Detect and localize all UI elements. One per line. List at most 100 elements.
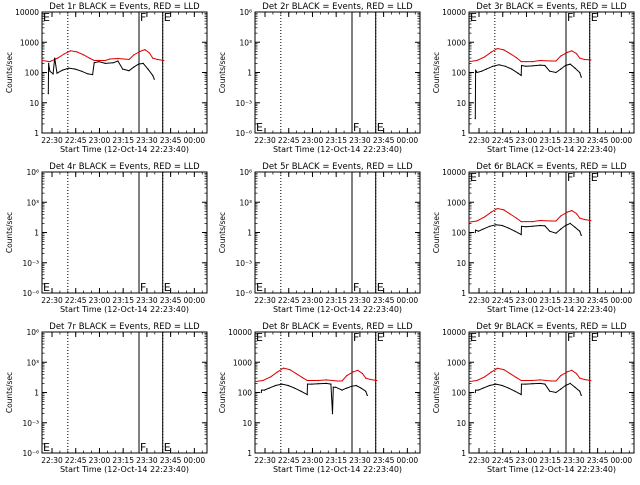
events-point <box>355 384 357 387</box>
detector-panel-9: Det 9r BLACK = Events, RED = LLD10000100… <box>432 322 635 474</box>
y-tick-label: 10⁻³ <box>235 99 252 108</box>
y-tick-label: 1 <box>34 389 39 398</box>
y-tick-label: 10⁻⁶ <box>235 129 252 138</box>
lld-point <box>144 49 146 51</box>
y-tick-label: 1000 <box>233 358 252 367</box>
x-tick-label: 23:15 <box>112 296 134 305</box>
lld-point <box>515 377 518 379</box>
y-tick-label: 10³ <box>26 358 39 367</box>
lld-point <box>346 375 348 377</box>
events-point <box>517 72 519 74</box>
lld-point <box>88 57 90 59</box>
events-point <box>475 389 477 391</box>
panel-title: Det 1r BLACK = Events, RED = LLD <box>49 2 200 12</box>
y-tick-label: 10 <box>456 419 466 428</box>
x-tick-label: 22:45 <box>65 296 87 305</box>
events-point <box>74 68 76 70</box>
events-point <box>482 387 484 389</box>
panel-title: Det 4r BLACK = Events, RED = LLD <box>49 162 200 172</box>
events-point <box>306 394 308 396</box>
events-point <box>54 57 56 59</box>
y-axis-label: Counts/sec <box>218 52 227 93</box>
events-point <box>311 383 313 385</box>
events-point <box>87 73 89 75</box>
events-point <box>98 61 100 63</box>
events-point <box>520 225 523 227</box>
lld-point <box>270 376 272 378</box>
events-point <box>477 389 480 391</box>
x-tick-label: 23:45 <box>587 136 609 145</box>
x-axis-label: Start Time (12-Oct-14 22:23:40) <box>273 465 402 474</box>
lld-point <box>560 375 562 377</box>
y-tick-label: 10000 <box>442 8 466 17</box>
event-marker-letter: E <box>164 281 171 294</box>
lld-point <box>295 373 297 375</box>
lld-point <box>49 61 51 63</box>
x-tick-label: 23:45 <box>373 136 395 145</box>
x-tick-label: 23:45 <box>160 456 182 465</box>
events-point <box>580 76 582 78</box>
x-tick-label: 23:15 <box>539 136 561 145</box>
events-point <box>365 390 367 392</box>
events-point <box>555 71 557 74</box>
events-point <box>569 382 571 384</box>
events-point <box>531 383 533 385</box>
events-point <box>525 226 527 228</box>
events-point <box>549 390 551 392</box>
plot-frame <box>254 11 421 134</box>
lld-point <box>579 217 581 219</box>
lld-point <box>579 377 581 379</box>
events-point <box>317 383 319 385</box>
y-tick-label: 10 <box>456 259 466 268</box>
y-tick-label: 10⁶ <box>239 8 252 17</box>
lld-point <box>566 211 568 213</box>
x-tick-label: 22:30 <box>41 456 63 465</box>
lld-point <box>352 371 354 373</box>
x-axis-label: Start Time (12-Oct-14 22:23:40) <box>487 305 616 314</box>
lld-point <box>490 371 492 373</box>
event-marker-letter: F <box>567 331 573 344</box>
events-point <box>569 222 571 224</box>
lld-point <box>484 216 486 218</box>
x-tick-label: 23:15 <box>325 296 347 305</box>
event-marker-letter: E <box>164 11 171 24</box>
events-point <box>476 71 478 74</box>
x-tick-label: 23:15 <box>112 456 134 465</box>
events-point <box>68 67 70 69</box>
events-point <box>360 387 362 389</box>
event-marker-letter: E <box>377 281 384 294</box>
lld-point <box>41 59 43 62</box>
events-point <box>531 65 533 67</box>
x-tick-label: 00:00 <box>184 456 206 465</box>
events-point <box>331 413 334 415</box>
x-tick-label: 23:15 <box>112 136 134 145</box>
events-point <box>306 383 309 385</box>
x-tick-label: 23:30 <box>563 136 585 145</box>
events-series-line <box>260 382 368 414</box>
event-marker-letter: F <box>567 11 573 24</box>
lld-point <box>590 379 592 382</box>
events-point <box>520 394 522 396</box>
event-marker-letter: E <box>591 331 598 344</box>
plot-frame <box>41 11 208 134</box>
lld-point <box>509 53 511 55</box>
x-tick-label: 23:15 <box>325 136 347 145</box>
events-point <box>539 224 541 227</box>
panel-title: Det 9r BLACK = Events, RED = LLD <box>476 322 627 332</box>
lld-point <box>468 221 470 223</box>
events-point <box>474 391 476 394</box>
x-tick-label: 23:30 <box>563 456 585 465</box>
lld-series-line <box>468 207 591 223</box>
x-tick-label: 23:00 <box>516 136 538 145</box>
y-axis-label: Counts/sec <box>432 372 441 413</box>
y-tick-label: 1 <box>461 289 466 298</box>
x-tick-label: 23:45 <box>160 136 182 145</box>
lld-series-line <box>41 49 164 63</box>
y-tick-label: 10³ <box>239 38 252 47</box>
events-point <box>475 229 477 231</box>
lld-point <box>583 58 586 61</box>
lld-series-line <box>468 367 591 383</box>
lld-point <box>98 59 100 62</box>
lld-point <box>317 379 319 382</box>
event-marker-letter: E <box>470 331 477 344</box>
